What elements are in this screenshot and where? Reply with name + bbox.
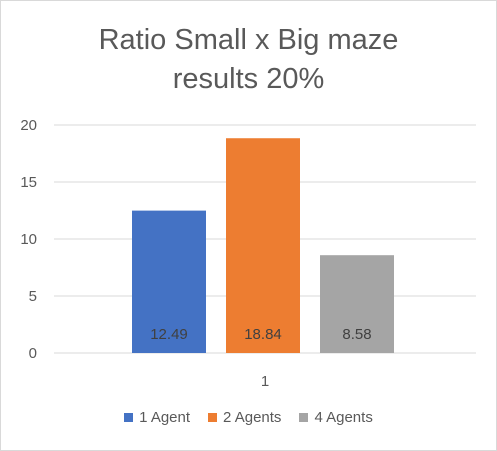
y-tick-label: 10 xyxy=(20,231,37,248)
y-axis-ticks: 0 5 10 15 20 xyxy=(20,117,37,362)
data-labels: 12.49 18.84 8.58 xyxy=(150,326,371,343)
y-tick-label: 0 xyxy=(29,345,37,362)
legend-label: 1 Agent xyxy=(139,409,191,426)
bar-1-agent xyxy=(132,210,206,353)
bars xyxy=(132,138,394,353)
legend-label: 2 Agents xyxy=(223,409,282,426)
y-tick-label: 5 xyxy=(29,288,37,305)
bar-2-agents xyxy=(226,138,300,353)
chart-title-line-1: Ratio Small x Big maze xyxy=(98,24,399,56)
legend-item-1-agent: 1 Agent xyxy=(124,409,190,426)
data-label: 8.58 xyxy=(342,326,371,343)
y-tick-label: 15 xyxy=(20,174,37,191)
legend-label: 4 Agents xyxy=(314,409,373,426)
legend-swatch xyxy=(124,413,134,422)
legend-swatch xyxy=(208,413,218,422)
legend-item-4-agents: 4 Agents xyxy=(299,409,373,426)
data-label: 12.49 xyxy=(150,326,188,343)
chart-title-line-2: results 20% xyxy=(172,63,325,95)
data-label: 18.84 xyxy=(244,326,282,343)
chart-title: Ratio Small x Big maze results 20% xyxy=(1,21,496,99)
bar-4-agents xyxy=(320,255,394,353)
legend-swatch xyxy=(299,413,309,422)
legend: 1 Agent 2 Agents 4 Agents xyxy=(1,409,496,426)
legend-item-2-agents: 2 Agents xyxy=(208,409,281,426)
x-axis-ticks: 1 xyxy=(261,373,269,390)
x-tick-label: 1 xyxy=(261,373,269,390)
y-tick-label: 20 xyxy=(20,117,37,134)
